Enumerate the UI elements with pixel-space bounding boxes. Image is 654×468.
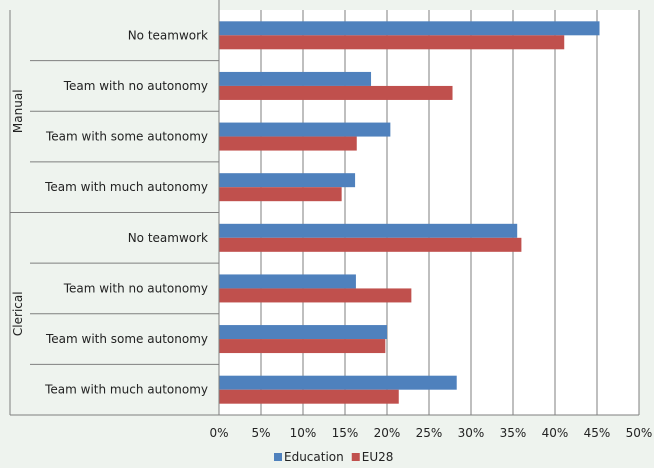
category-label: No teamwork [128,28,208,42]
category-labels: No teamwork Team with no autonomy Team wit… [44,28,208,396]
axes [9,0,639,416]
bar-eu28 [219,85,453,100]
bar-education [219,71,372,86]
group-labels: Manual Clerical [11,89,25,336]
category-label: Team with some autonomy [45,130,208,144]
bar-eu28 [219,136,357,151]
legend-swatch-education [274,453,282,461]
x-tick-label: 50% [626,426,653,440]
bar-eu28 [219,288,412,303]
bar-education [219,325,387,340]
bar-education [219,122,391,137]
x-tick-label: 25% [416,426,443,440]
bar-eu28 [219,389,399,404]
x-tick-label: 30% [458,426,485,440]
category-label: Team with no autonomy [63,79,208,93]
legend-label-education: Education [284,450,344,464]
bar-eu28 [219,237,522,252]
category-label: Team with no autonomy [63,281,208,295]
x-tick-label: 10% [290,426,317,440]
bar-education [219,21,600,36]
bar-education [219,173,356,188]
group-label-manual: Manual [11,89,25,133]
group-label-clerical: Clerical [11,291,25,336]
x-tick-label: 40% [542,426,569,440]
legend-swatch-eu28 [351,453,360,461]
bar-eu28 [219,187,342,202]
category-label: Team with much autonomy [44,180,208,194]
x-tick-labels: 0% 5% 10% 15% 20% 25% 30% 35% 40% 45% 50% [209,426,652,440]
x-tick-label: 5% [251,426,270,440]
bar-education [219,274,356,289]
legend-label-eu28: EU28 [362,450,394,464]
x-tick-label: 45% [584,426,611,440]
x-tick-label: 0% [209,426,228,440]
x-tick-label: 15% [332,426,359,440]
bar-eu28 [219,339,386,354]
bar-education [219,223,518,238]
bar-eu28 [219,35,565,50]
category-label: Team with some autonomy [45,332,208,346]
category-label: No teamwork [128,231,208,245]
bars [219,21,600,404]
bar-education [219,375,457,390]
x-tick-label: 35% [500,426,527,440]
category-label: Team with much autonomy [44,383,208,397]
x-tick-label: 20% [374,426,401,440]
legend: Education EU28 [274,450,393,464]
